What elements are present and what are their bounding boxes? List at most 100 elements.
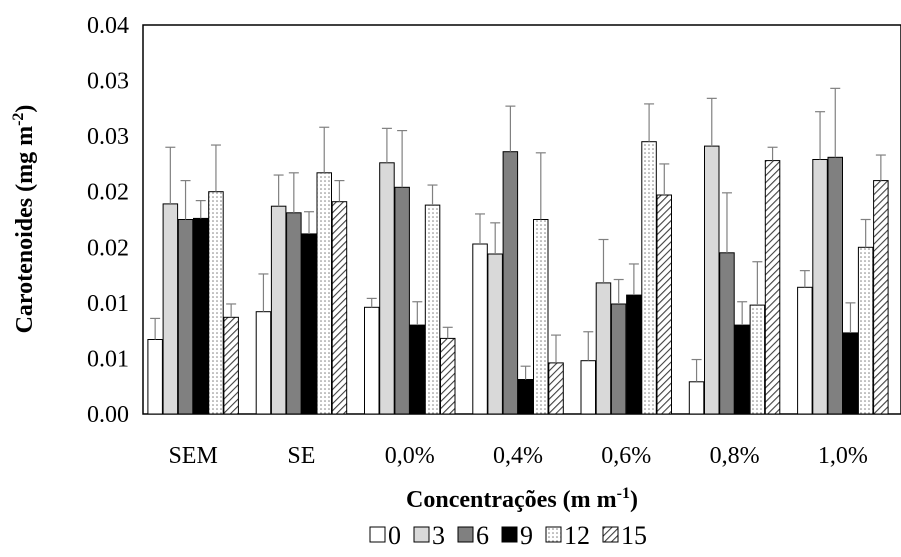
bar-15	[873, 180, 889, 415]
error-bar	[644, 103, 655, 142]
legend-item: 12	[545, 521, 590, 550]
x-axis-tick-labels: SEM SE 0,0% 0,4% 0,6% 0,8% 1,0%	[168, 443, 867, 469]
error-bar	[815, 111, 826, 160]
bar-6	[394, 186, 410, 415]
y-tick-label: 0.01	[87, 346, 129, 372]
bar-0	[472, 243, 488, 415]
y-axis-title-sup: -2	[10, 113, 27, 126]
x-tick-label: 1,0%	[818, 443, 868, 469]
error-bar	[397, 129, 408, 188]
y-tick-label: 0.04	[87, 13, 129, 39]
bar-12	[208, 191, 224, 415]
error-bar	[613, 278, 624, 304]
y-axis-tick-labels: 0.00 0.01 0.01 0.02 0.02 0.03 0.03 0.04	[87, 13, 129, 428]
bar-0	[364, 306, 380, 415]
bar-6	[610, 303, 627, 415]
bar-15	[764, 160, 781, 415]
legend-swatch	[602, 526, 619, 543]
error-bar	[551, 334, 561, 363]
legend-label: 15	[621, 521, 647, 550]
error-bar	[628, 263, 639, 296]
y-axis-title: Carotenoides (mg m-2)	[10, 105, 38, 334]
legend-swatch	[501, 526, 518, 543]
bar-15	[331, 201, 348, 415]
error-bar	[752, 261, 763, 306]
bar-15	[440, 337, 456, 415]
error-bar	[830, 87, 841, 158]
x-axis-title: Concentrações (m m-1)	[406, 485, 638, 513]
bar-15	[223, 316, 239, 415]
error-bar	[319, 126, 330, 173]
error-bar	[691, 358, 702, 382]
bar-9	[734, 324, 750, 415]
error-bar	[210, 144, 221, 192]
error-bar	[304, 211, 315, 234]
bar-6	[827, 156, 843, 415]
x-tick-label: SE	[287, 443, 315, 469]
legend-item: 3	[413, 521, 445, 550]
error-bar	[737, 301, 748, 326]
bar-3	[270, 205, 287, 415]
bar-9	[517, 379, 534, 415]
bars-layer	[147, 141, 889, 415]
x-axis-title-sup: -1	[617, 485, 630, 502]
error-bar	[366, 297, 377, 308]
error-bar	[583, 331, 594, 361]
x-tick-label: 0,0%	[385, 443, 435, 469]
error-bar	[381, 127, 392, 163]
y-tick-label: 0.00	[87, 402, 129, 428]
bar-3	[595, 282, 612, 415]
error-bar	[845, 302, 856, 333]
bar-12	[533, 219, 549, 415]
y-tick-label: 0.03	[87, 124, 129, 150]
y-tick-label: 0.02	[87, 180, 129, 206]
legend-swatch	[369, 526, 386, 543]
bar-9	[626, 294, 642, 415]
error-bars-layer	[150, 87, 886, 382]
error-bar	[535, 152, 546, 220]
error-bar	[273, 174, 284, 207]
error-bar	[520, 365, 531, 380]
bar-0	[255, 311, 272, 415]
y-tick-label: 0.03	[87, 69, 129, 95]
bar-0	[797, 286, 813, 415]
x-tick-label: 0,4%	[493, 443, 543, 469]
error-bar	[860, 218, 871, 248]
legend-label: 12	[564, 521, 590, 550]
bar-9	[193, 217, 209, 415]
legend-item: 15	[602, 521, 647, 550]
bar-6	[502, 151, 519, 415]
error-bar	[412, 301, 423, 326]
bar-0	[688, 381, 705, 415]
error-bar	[442, 326, 453, 339]
bar-12	[424, 204, 441, 415]
error-bar	[799, 270, 810, 288]
bar-9	[301, 233, 317, 415]
bar-3	[162, 203, 179, 415]
legend-label: 9	[520, 521, 533, 550]
bar-15	[548, 362, 564, 415]
bar-3	[812, 159, 828, 415]
legend-swatch	[413, 526, 430, 543]
error-bar	[427, 184, 438, 206]
bar-6	[177, 219, 194, 415]
y-axis-title-main: Carotenoides (mg m	[12, 126, 38, 334]
legend-swatch	[545, 526, 562, 543]
bar-6	[286, 212, 302, 415]
error-bar	[475, 213, 485, 244]
bar-12	[316, 172, 332, 415]
error-bar	[767, 146, 778, 161]
bar-12	[749, 304, 766, 415]
error-bar	[598, 238, 609, 283]
x-tick-label: SEM	[168, 443, 217, 469]
bar-0	[580, 360, 596, 415]
legend-label: 3	[432, 521, 445, 550]
legend: 0 3 6 9 12 15	[369, 521, 647, 550]
legend-label: 0	[388, 521, 401, 550]
error-bar	[288, 172, 299, 213]
y-tick-label: 0.02	[87, 235, 129, 261]
legend-item: 9	[501, 521, 533, 550]
bar-12	[641, 141, 657, 415]
bar-0	[147, 339, 163, 415]
bar-15	[656, 194, 672, 415]
